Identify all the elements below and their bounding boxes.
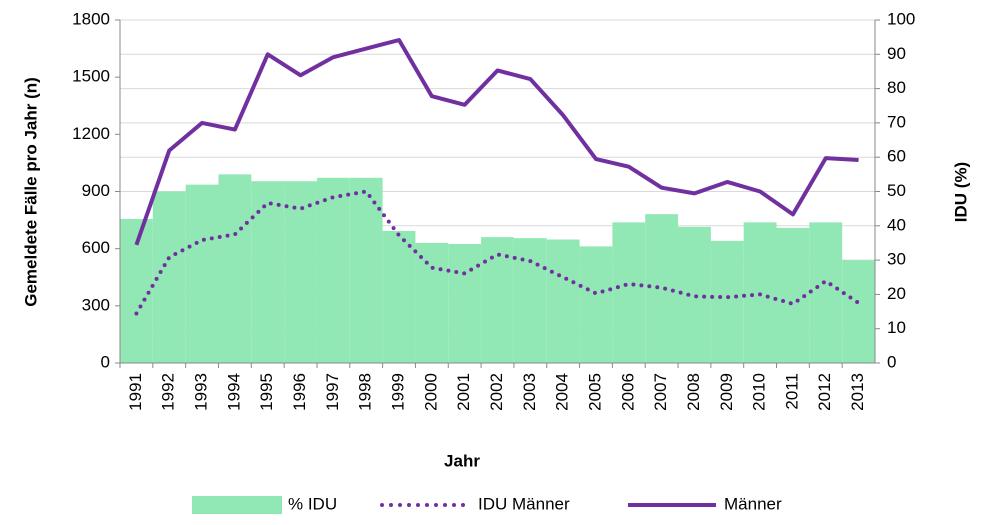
bar [579, 246, 613, 363]
x-tick-label: 2013 [848, 373, 867, 411]
y-tick-label: 1800 [72, 9, 110, 28]
x-tick-label: 1993 [192, 373, 211, 411]
bar [513, 238, 547, 363]
y2-tick-label: 40 [887, 215, 906, 234]
y2-tick-label: 100 [887, 9, 915, 28]
x-tick-label: 1994 [224, 373, 243, 411]
line [134, 38, 859, 246]
line [134, 189, 861, 316]
y-axis-title: Gemeldete Fälle pro Jahr (n) [21, 77, 40, 307]
x-tick-label: 2004 [553, 373, 572, 411]
y-tick-label: 900 [82, 181, 110, 200]
bar [481, 237, 514, 363]
x-tick-label: 1997 [323, 373, 342, 411]
bar [448, 243, 482, 363]
x-axis-title: Jahr [444, 451, 480, 470]
y2-tick-label: 60 [887, 147, 906, 166]
bar [809, 222, 843, 363]
x-tick-label: 2000 [421, 373, 440, 411]
legend-label: % IDU [288, 494, 337, 513]
x-tick-label: 2005 [585, 373, 604, 411]
legend-label: Männer [724, 494, 782, 513]
bar [842, 260, 875, 363]
y-tick-label: 1200 [72, 124, 110, 143]
y2-tick-label: 50 [887, 181, 906, 200]
bar [251, 181, 285, 363]
x-tick-label: 2009 [717, 373, 736, 411]
bar [152, 191, 186, 363]
x-tick-label: 2002 [487, 373, 506, 411]
x-tick-label: 2012 [815, 373, 834, 411]
bar [415, 242, 449, 363]
x-tick-label: 2008 [684, 373, 703, 411]
y2-tick-label: 80 [887, 78, 906, 97]
y2-tick-label: 0 [887, 352, 896, 371]
x-tick-label: 1996 [290, 373, 309, 411]
x-tick-label: 2006 [618, 373, 637, 411]
y-tick-label: 300 [82, 295, 110, 314]
x-tick-label: 1999 [389, 373, 408, 411]
x-tick-label: 2011 [782, 373, 801, 410]
bar [678, 226, 711, 363]
bar [382, 230, 416, 363]
bar [349, 177, 383, 363]
x-tick-label: 2007 [651, 373, 670, 411]
y2-axis-title: IDU (%) [951, 162, 970, 222]
bar [284, 181, 317, 363]
legend-swatch [192, 496, 282, 514]
y-tick-label: 1500 [72, 67, 110, 86]
x-tick-label: 1992 [159, 373, 178, 411]
bar [316, 177, 350, 363]
y2-tick-label: 90 [887, 44, 906, 63]
bar [185, 184, 219, 363]
y2-tick-label: 30 [887, 250, 906, 269]
y2-tick-label: 10 [887, 318, 906, 337]
y-tick-label: 600 [82, 238, 110, 257]
y2-tick-label: 20 [887, 284, 906, 303]
x-tick-label: 2003 [520, 373, 539, 411]
y2-tick-label: 70 [887, 112, 906, 131]
bar [218, 174, 252, 363]
x-tick-label: 2010 [750, 373, 769, 411]
x-tick-label: 1995 [257, 373, 276, 411]
y-tick-label: 0 [101, 352, 110, 371]
x-tick-label: 1998 [356, 373, 375, 411]
x-tick-label: 1991 [126, 373, 145, 411]
legend-label: IDU Männer [478, 494, 570, 513]
bar [612, 222, 646, 363]
bar [710, 240, 744, 363]
bar [645, 214, 679, 363]
x-tick-label: 2001 [454, 373, 473, 411]
bar [546, 239, 580, 363]
